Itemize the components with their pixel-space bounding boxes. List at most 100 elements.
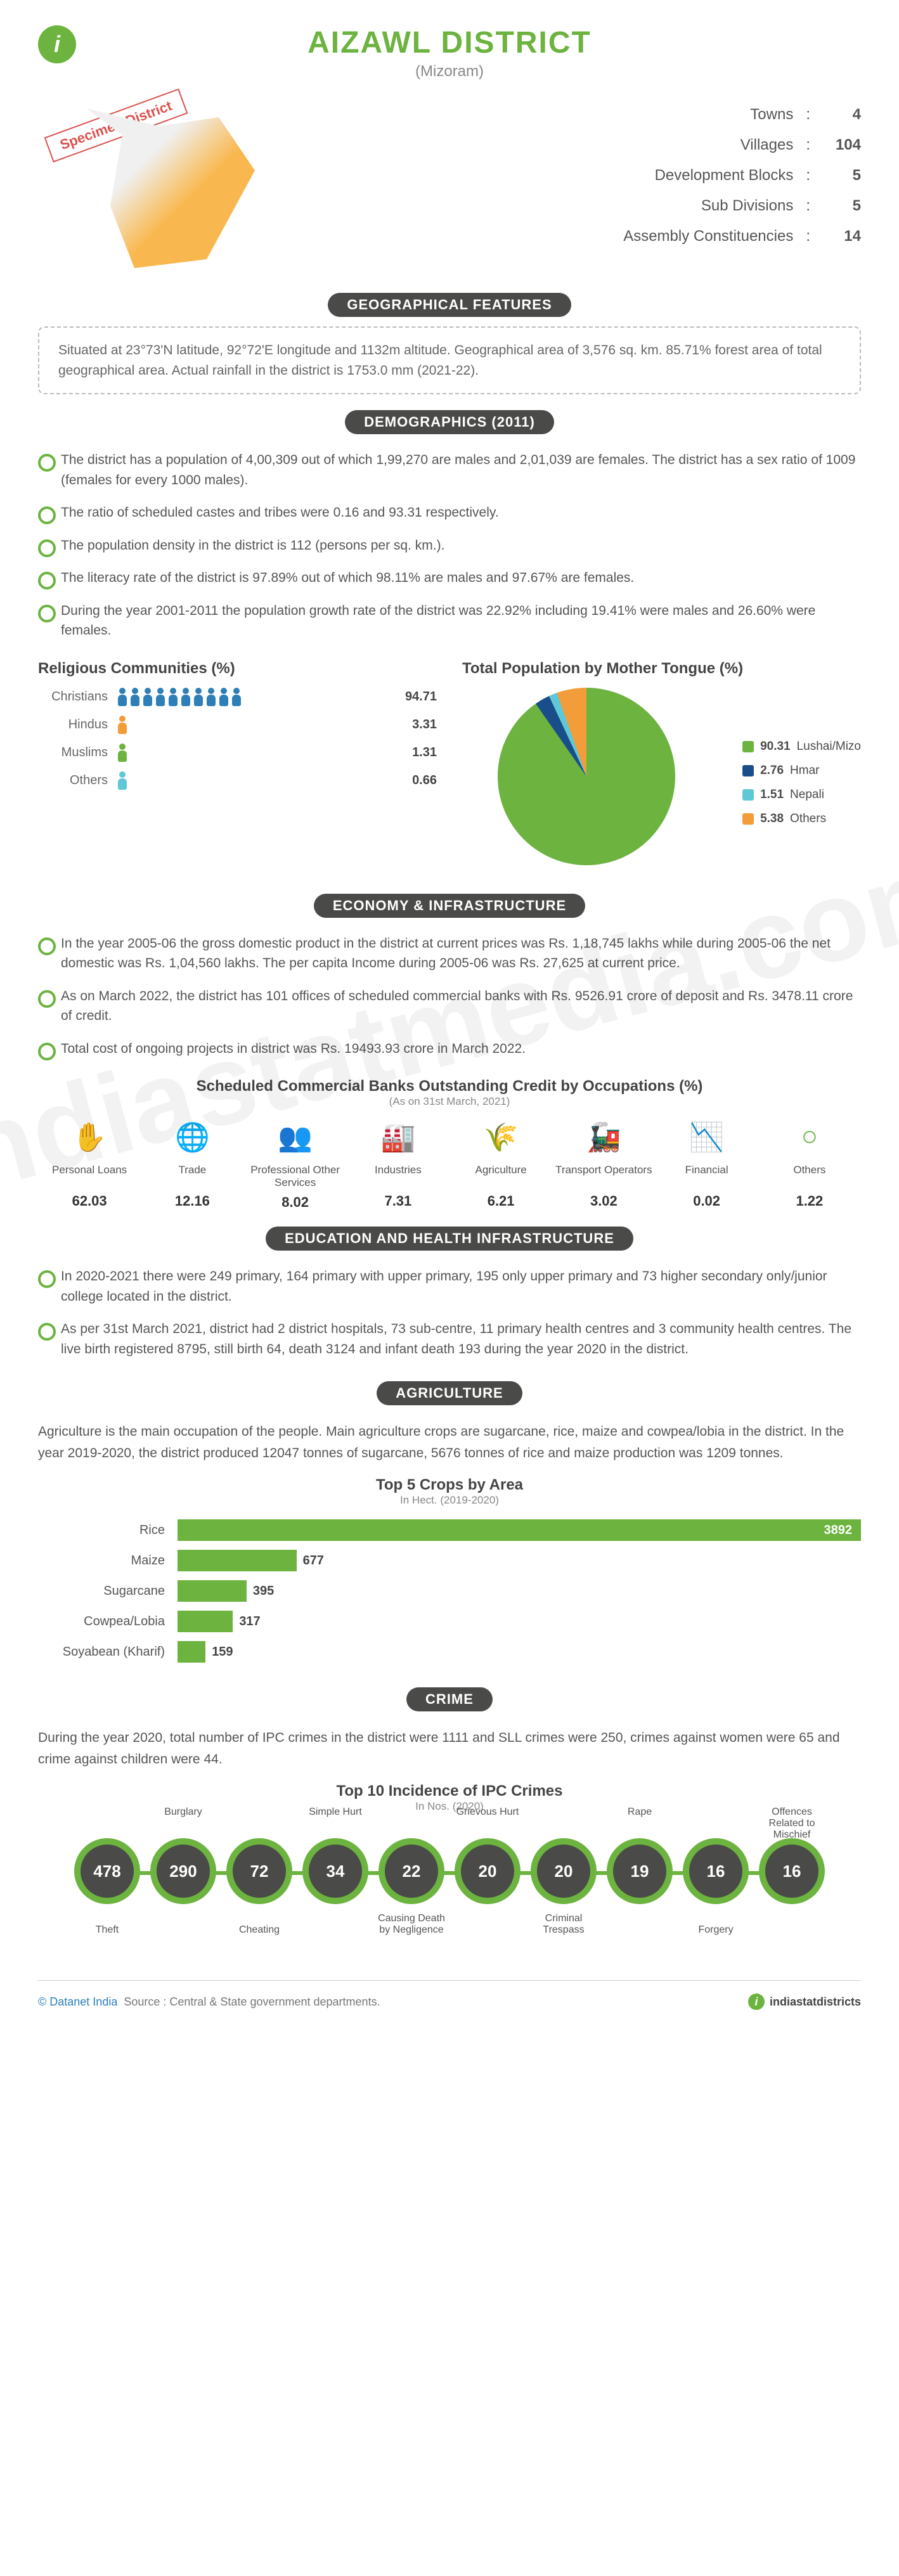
- religion-label: Christians: [38, 690, 108, 704]
- stat-value: 104: [823, 130, 861, 160]
- tongue-title: Total Population by Mother Tongue (%): [462, 660, 861, 678]
- demo-charts: Religious Communities (%) Christians 94.…: [38, 660, 861, 878]
- crime-value: 478: [74, 1838, 140, 1904]
- legend-label: Hmar: [790, 759, 819, 783]
- crime-node: 16 Forgery: [678, 1838, 754, 1904]
- credit-icon: ○: [758, 1121, 861, 1159]
- religion-value: 1.31: [412, 745, 437, 760]
- crime-value: 290: [150, 1838, 216, 1904]
- crime-value: 16: [683, 1838, 749, 1904]
- person-icon: [218, 688, 230, 707]
- religion-value: 94.71: [405, 690, 437, 704]
- legend-value: 2.76: [760, 759, 784, 783]
- credit-item: 👥 Professional Other Services 8.02: [244, 1121, 347, 1211]
- bar: 677: [178, 1550, 297, 1571]
- icon-strip: [117, 771, 403, 790]
- bar-value: 677: [303, 1554, 324, 1568]
- footer-copyright: © Datanet India: [38, 1995, 117, 2008]
- quick-stats: Towns : 4 Villages : 104 Development Blo…: [317, 100, 861, 252]
- page: i AIZAWL DISTRICT (Mizoram) Specimen Dis…: [0, 0, 899, 2048]
- stat-row: Villages : 104: [317, 130, 861, 160]
- crime-node: Simple Hurt 34: [297, 1838, 373, 1904]
- crime-text: During the year 2020, total number of IP…: [38, 1727, 861, 1770]
- agri-chart-title: Top 5 Crops by Area: [38, 1476, 861, 1494]
- info-icon: i: [38, 25, 76, 63]
- pie-chart: [498, 688, 688, 878]
- crime-node: Offences Related to Mischief 16: [754, 1838, 830, 1904]
- credit-value: 8.02: [244, 1194, 347, 1211]
- religion-row: Hindus 3.31: [38, 716, 437, 735]
- bar-value: 317: [239, 1614, 260, 1629]
- person-icon: [117, 744, 128, 763]
- bar-row: Sugarcane 395: [38, 1580, 861, 1602]
- religion-value: 0.66: [412, 773, 437, 788]
- stat-label: Villages: [603, 130, 793, 160]
- person-icon: [117, 716, 128, 735]
- econ-bullets: In the year 2005-06 the gross domestic p…: [38, 927, 861, 1066]
- credit-value: 0.02: [656, 1193, 758, 1209]
- person-icon: [180, 688, 191, 707]
- credit-title: Scheduled Commercial Banks Outstanding C…: [38, 1078, 861, 1095]
- credit-value: 3.02: [552, 1193, 655, 1209]
- crime-node: Rape 19: [602, 1838, 678, 1904]
- icon-strip: [117, 688, 396, 707]
- crime-value: 20: [455, 1838, 521, 1904]
- bar-row: Cowpea/Lobia 317: [38, 1611, 861, 1632]
- stat-label: Towns: [603, 100, 793, 130]
- bar-row: Maize 677: [38, 1550, 861, 1571]
- religion-value: 3.31: [412, 718, 437, 732]
- edu-bullets: In 2020-2021 there were 249 primary, 164…: [38, 1260, 861, 1365]
- credit-label: Agriculture: [450, 1164, 552, 1188]
- person-icon: [117, 688, 128, 707]
- stat-row: Sub Divisions : 5: [317, 191, 861, 221]
- stat-label: Sub Divisions: [603, 191, 793, 221]
- bar-label: Soyabean (Kharif): [38, 1645, 165, 1659]
- top-row: Specimen District Towns : 4 Villages : 1…: [38, 100, 861, 277]
- credit-icon: 🌾: [450, 1121, 552, 1159]
- stat-value: 5: [823, 191, 861, 221]
- crime-node: 478 Theft: [69, 1838, 145, 1904]
- crime-label-bot: Causing Death by Negligence: [373, 1913, 450, 1936]
- person-icon: [129, 688, 141, 707]
- agri-bars: Rice 3892 Maize 677 Sugarcane 395: [38, 1519, 861, 1663]
- bar: 317: [178, 1611, 233, 1632]
- section-demo-title: DEMOGRAPHICS (2011): [345, 410, 554, 434]
- religion-row: Others 0.66: [38, 771, 437, 790]
- religion-row: Muslims 1.31: [38, 744, 437, 763]
- bar-label: Maize: [38, 1554, 165, 1568]
- person-icon: [117, 771, 128, 790]
- footer: © Datanet India Source : Central & State…: [38, 1980, 861, 2023]
- legend-value: 90.31: [760, 735, 791, 759]
- bar-label: Sugarcane: [38, 1584, 165, 1599]
- stat-row: Development Blocks : 5: [317, 160, 861, 191]
- crime-value: 16: [759, 1838, 825, 1904]
- legend-label: Lushai/Mizo: [797, 735, 861, 759]
- pie-disc: [498, 688, 675, 865]
- credit-value: 1.22: [758, 1193, 861, 1209]
- credit-value: 6.21: [450, 1193, 552, 1209]
- credit-note: (As on 31st March, 2021): [38, 1095, 861, 1108]
- crime-label-bot: Criminal Trespass: [526, 1913, 602, 1936]
- crime-node: 20 Criminal Trespass: [526, 1838, 602, 1904]
- legend-swatch: [742, 789, 754, 801]
- bar-value: 3892: [824, 1523, 853, 1538]
- map-area: Specimen District: [38, 100, 292, 277]
- demo-bullets: The district has a population of 4,00,30…: [38, 444, 861, 647]
- bullet-item: The literacy rate of the district is 97.…: [38, 562, 861, 595]
- credit-label: Others: [758, 1164, 861, 1188]
- credit-icon: 👥: [244, 1121, 347, 1159]
- credit-item: ✋ Personal Loans 62.03: [38, 1121, 141, 1211]
- brand-icon: i: [748, 1993, 765, 2010]
- bar-row: Rice 3892: [38, 1519, 861, 1541]
- brand-text: indiastatdistricts: [770, 1995, 861, 2009]
- crime-value: 72: [226, 1838, 292, 1904]
- credit-value: 62.03: [38, 1193, 141, 1209]
- page-title: AIZAWL DISTRICT: [38, 25, 861, 60]
- legend-label: Nepali: [790, 783, 824, 807]
- credit-value: 12.16: [141, 1193, 243, 1209]
- crime-label-top: Offences Related to Mischief: [754, 1806, 830, 1841]
- page-subtitle: (Mizoram): [38, 63, 861, 80]
- bullet-item: The ratio of scheduled castes and tribes…: [38, 496, 861, 529]
- credit-label: Financial: [656, 1164, 758, 1188]
- credit-icon: ✋: [38, 1121, 141, 1159]
